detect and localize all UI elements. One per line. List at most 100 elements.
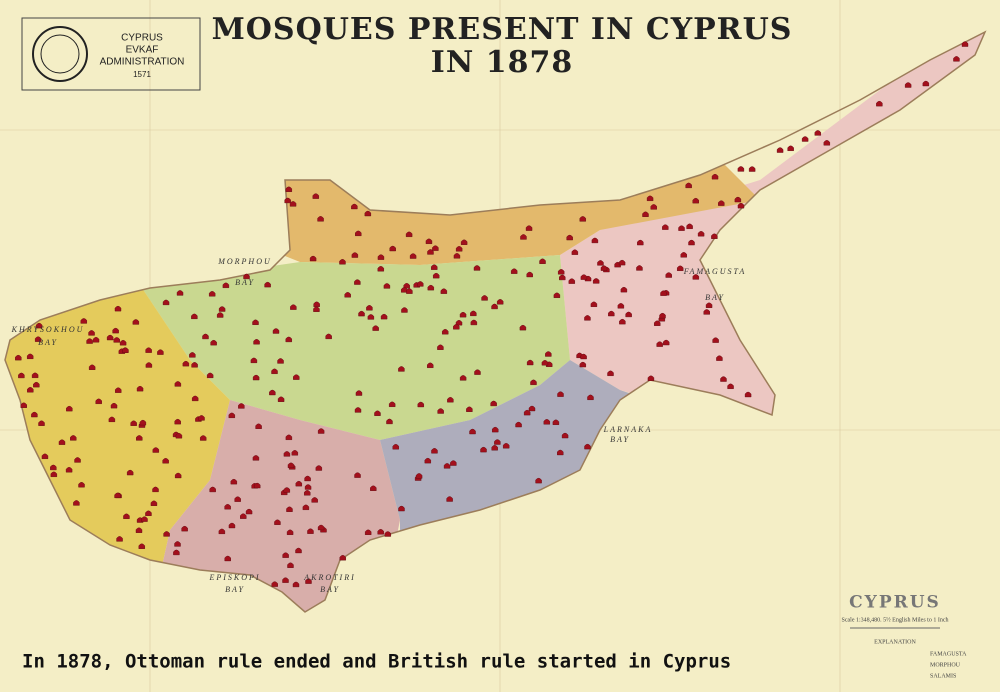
mosque-marker [114, 492, 121, 499]
mosque-marker [138, 543, 145, 549]
mosque-marker [557, 269, 565, 275]
logo-box [21, 17, 201, 91]
mosque-marker [568, 278, 575, 284]
mosque-marker [38, 420, 45, 426]
mosque-marker [325, 333, 332, 340]
mosque-marker [252, 319, 259, 325]
mosque-marker [114, 305, 122, 312]
mosque-marker [174, 472, 182, 479]
mosque-marker [78, 482, 85, 488]
mosque-marker [285, 336, 292, 343]
mosque-marker [145, 362, 153, 368]
mosque-marker [720, 376, 727, 382]
mosque-marker [543, 419, 551, 425]
mosque-marker [304, 475, 311, 482]
mosque-marker [617, 303, 625, 309]
mosque-marker [646, 195, 654, 202]
mosque-marker [787, 145, 794, 151]
mosque-marker [245, 508, 253, 515]
mosque-marker [711, 173, 719, 180]
larnaka-district [380, 360, 650, 560]
mosque-marker [112, 327, 119, 334]
bay-label: BAY [38, 338, 58, 347]
mosque-marker [108, 416, 116, 423]
mosque-marker [541, 360, 549, 366]
mosque-marker [692, 197, 699, 204]
mosque-marker [525, 225, 533, 231]
mosque-marker [383, 283, 391, 289]
title: MOSQUES PRESENT IN CYPRUS [212, 12, 793, 47]
bay-label: KHRYSOKHOU [11, 325, 85, 334]
legend-scale: Scale 1:348,480. 5½ English Miles to 1 I… [842, 616, 949, 623]
mosque-marker [132, 319, 140, 325]
mosque-marker [88, 330, 95, 336]
mosque-marker [274, 519, 281, 525]
mosque-marker [224, 504, 231, 510]
mosque-marker [748, 166, 756, 172]
mosque-marker [370, 485, 377, 491]
mosque-marker [238, 403, 245, 409]
mosque-marker [744, 391, 752, 398]
mosque-marker [209, 486, 216, 493]
mosque-marker [152, 486, 159, 493]
mosque-marker [823, 140, 831, 146]
mosque-marker [313, 301, 320, 307]
mosque-marker [315, 465, 323, 471]
mosque-marker [157, 349, 164, 355]
mosque-marker [210, 339, 217, 346]
mosque-marker [136, 435, 143, 441]
bay-label: LARNAKA [603, 425, 653, 434]
mosque-marker [876, 100, 883, 107]
mosque-marker [425, 238, 433, 244]
mosque-marker [174, 541, 181, 547]
mosque-marker [141, 516, 148, 522]
mosque-marker [305, 578, 312, 584]
mosque-marker [286, 506, 293, 512]
mosque-marker [688, 239, 695, 246]
mosque-marker [366, 305, 373, 311]
mosque-marker [571, 249, 579, 255]
mosque-marker [535, 477, 542, 484]
mosque-marker [27, 387, 34, 393]
mosque-marker [584, 315, 591, 321]
mosque-marker [284, 197, 291, 204]
legend-entry: MORPHOU [930, 662, 961, 668]
mosque-marker [354, 279, 361, 285]
mosque-marker [66, 405, 73, 412]
bay-label: EPISKOPI [208, 573, 260, 582]
mosque-marker [291, 450, 299, 456]
mosque-marker [566, 234, 573, 241]
mosque-marker [285, 186, 293, 192]
mosque-marker [224, 555, 231, 562]
mosque-marker [424, 457, 432, 464]
mosque-marker [490, 400, 497, 407]
mosque-marker [230, 478, 238, 485]
mosque-marker [539, 258, 546, 264]
legend-heading: EXPLANATION [874, 639, 916, 645]
mosque-marker [470, 310, 477, 317]
legend-entry: FAMAGUSTA [930, 651, 967, 657]
mosque-marker [285, 434, 293, 441]
mosque-marker [191, 313, 198, 320]
mosque-marker [313, 306, 320, 312]
mosque-marker [309, 255, 317, 262]
mosque-marker [254, 482, 261, 489]
mosque-marker [302, 504, 310, 511]
mosque-marker [222, 282, 230, 289]
logo-text: 1571 [133, 70, 151, 79]
mosque-marker [519, 324, 527, 331]
mosque-marker [269, 389, 276, 396]
mosque-marker [431, 448, 438, 454]
mosque-marker [553, 292, 561, 298]
mosque-markers [15, 41, 969, 588]
mosque-marker [417, 401, 424, 408]
mosque-marker [31, 372, 39, 379]
mosque-marker [252, 374, 260, 381]
mosque-marker [389, 245, 396, 252]
mosque-marker [712, 337, 719, 343]
mosque-marker [528, 405, 536, 412]
mosque-marker [253, 339, 260, 345]
mosque-marker [427, 249, 434, 255]
bay-label: FAMAGUSTA [683, 267, 747, 276]
mosque-marker [692, 274, 700, 280]
